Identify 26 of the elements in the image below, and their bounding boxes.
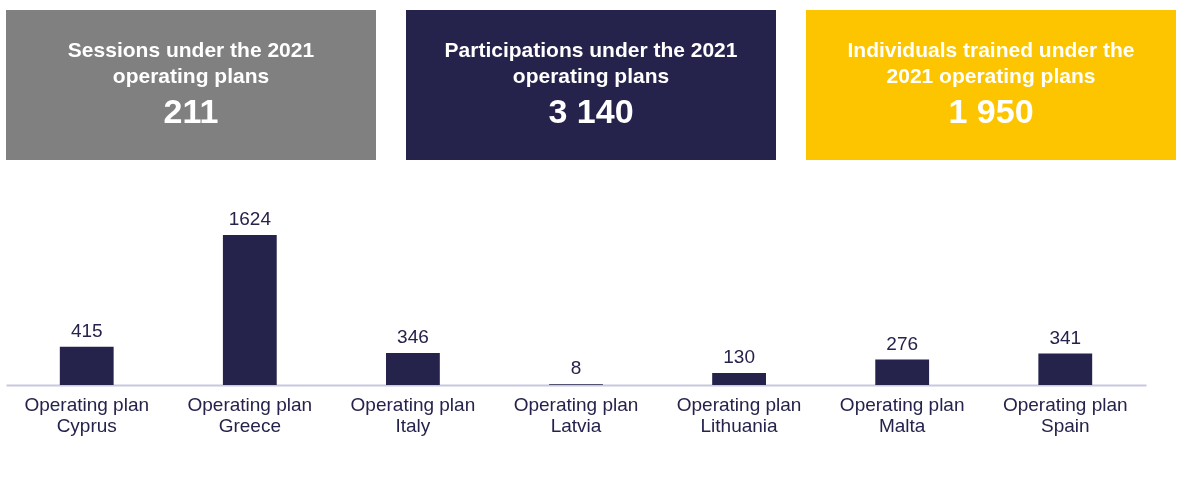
bar <box>386 353 440 385</box>
data-label: 8 <box>570 357 582 379</box>
x-tick-label: Operating plan Latvia <box>513 393 639 436</box>
data-label: 341 <box>1049 326 1082 348</box>
text: Participations under the 2021 operating plans <box>444 38 738 87</box>
text: 211 <box>163 92 219 130</box>
x-tick-label: Operating plan Lithuania <box>676 393 802 436</box>
text: 1 950 <box>948 92 1034 130</box>
bar <box>59 346 114 385</box>
x-tick-label: Operating plan Spain <box>1002 393 1128 436</box>
bar <box>222 235 277 385</box>
bar <box>1038 353 1093 385</box>
data-label: 276 <box>886 332 919 354</box>
text: 3 140 <box>548 92 634 130</box>
data-label: 130 <box>723 345 755 367</box>
bar <box>712 372 766 385</box>
text: Sessions under the 2021 operating plans <box>67 38 315 87</box>
data-label: 346 <box>397 326 429 348</box>
x-tick-label: Operating plan Cyprus <box>24 393 150 436</box>
x-tick-label: Operating plan Malta <box>839 393 965 436</box>
data-label: 1624 <box>228 208 272 229</box>
bar <box>875 359 930 385</box>
x-tick-label: Operating plan Greece <box>187 393 313 436</box>
data-label: 415 <box>70 319 103 341</box>
x-tick-label: Operating plan Italy <box>350 393 476 436</box>
text: Individuals trained under the 2021 operating plans <box>847 38 1135 87</box>
